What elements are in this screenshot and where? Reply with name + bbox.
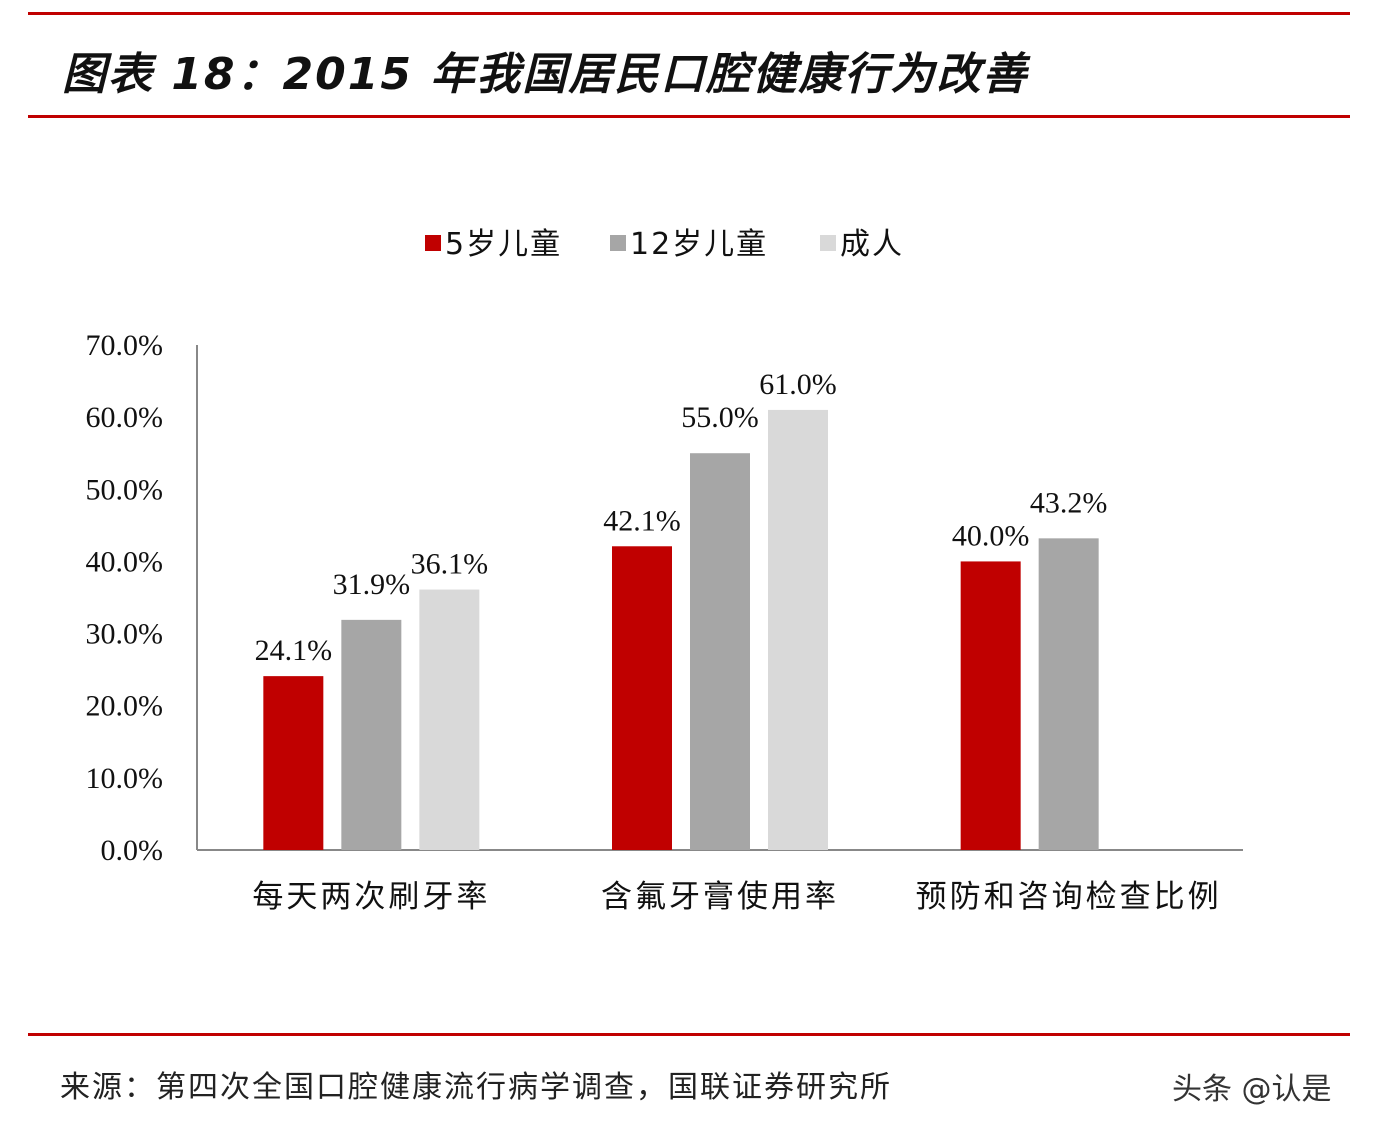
- y-tick-label: 60.0%: [86, 401, 164, 434]
- y-tick-label: 40.0%: [86, 545, 164, 578]
- data-label: 40.0%: [952, 519, 1030, 552]
- legend-swatch: [425, 235, 441, 251]
- legend-swatch: [820, 235, 836, 251]
- y-tick-label: 30.0%: [86, 618, 164, 651]
- chart-title: 图表 18：2015 年我国居民口腔健康行为改善: [62, 49, 1029, 100]
- data-label: 61.0%: [759, 368, 837, 401]
- bar: [1038, 538, 1099, 850]
- data-label: 36.1%: [411, 548, 489, 581]
- data-label: 31.9%: [333, 568, 411, 601]
- bar: [612, 546, 672, 850]
- data-label: 42.1%: [603, 504, 681, 537]
- legend-label: 成人: [840, 227, 904, 262]
- y-tick-label: 50.0%: [86, 473, 164, 506]
- data-label: 24.1%: [255, 634, 333, 667]
- bar: [690, 453, 750, 850]
- data-label: 43.2%: [1030, 486, 1108, 519]
- y-tick-label: 20.0%: [86, 690, 164, 723]
- y-tick-label: 10.0%: [86, 762, 164, 795]
- y-tick-label: 0.0%: [101, 834, 164, 867]
- footer-rule: [28, 1033, 1350, 1036]
- bar: [263, 676, 324, 850]
- top-rule: [28, 12, 1350, 15]
- x-tick-label: 预防和咨询检查比例: [916, 879, 1222, 915]
- bar: [419, 589, 480, 850]
- bar: [341, 619, 402, 850]
- bar: [960, 561, 1021, 850]
- watermark: 头条 @认是: [1172, 1072, 1332, 1107]
- x-tick-label: 含氟牙膏使用率: [601, 879, 839, 915]
- legend-label: 12岁儿童: [630, 227, 768, 262]
- bar-chart: 0.0% 10.0% 20.0% 30.0% 40.0% 50.0% 60.0% 70.0% 2…: [86, 227, 1243, 915]
- legend-label: 5岁儿童: [445, 227, 562, 262]
- legend-swatch: [610, 235, 626, 251]
- bar: [768, 409, 828, 850]
- y-tick-label: 70.0%: [86, 329, 164, 362]
- data-label: 55.0%: [681, 401, 759, 434]
- title-rule: [28, 115, 1350, 118]
- source-note: 来源：第四次全国口腔健康流行病学调查，国联证券研究所: [60, 1070, 892, 1105]
- x-tick-label: 每天两次刷牙率: [252, 879, 490, 915]
